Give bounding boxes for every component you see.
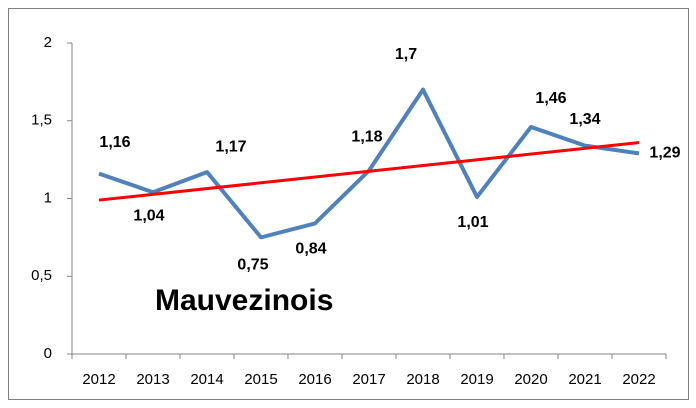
- y-tick-label: 0,5: [31, 267, 52, 284]
- annotation: Mauvezinois: [155, 284, 333, 317]
- value-label: 1,16: [99, 134, 130, 151]
- y-tick-label: 2: [44, 34, 52, 51]
- x-tick-label: 2022: [622, 371, 655, 388]
- value-label: 1,17: [215, 138, 246, 155]
- y-tick-label: 1: [44, 189, 52, 206]
- value-label: 1,18: [351, 129, 382, 146]
- y-tick-label: 0: [44, 345, 52, 362]
- value-label: 1,29: [649, 145, 680, 162]
- x-tick-label: 2020: [514, 371, 547, 388]
- value-label: 1,7: [395, 46, 417, 63]
- x-tick-label: 2019: [460, 371, 493, 388]
- x-tick-label: 2015: [244, 371, 277, 388]
- x-tick-label: 2021: [568, 371, 601, 388]
- trend-line: [98, 141, 640, 202]
- x-tick-label: 2013: [136, 371, 169, 388]
- x-tick-label: 2012: [82, 371, 115, 388]
- value-label: 1,46: [535, 90, 566, 107]
- x-tick-label: 2018: [406, 371, 439, 388]
- x-tick-label: 2014: [190, 371, 223, 388]
- value-label: 0,84: [295, 241, 326, 258]
- value-label: 1,04: [133, 207, 164, 224]
- x-tick-label: 2016: [298, 371, 331, 388]
- y-tick-label: 1,5: [31, 112, 52, 129]
- value-label: 1,01: [457, 214, 488, 231]
- x-tick-label: 2017: [352, 371, 385, 388]
- value-label: 0,75: [237, 257, 268, 274]
- value-label: 1,34: [569, 111, 600, 128]
- chart-frame: [8, 8, 689, 400]
